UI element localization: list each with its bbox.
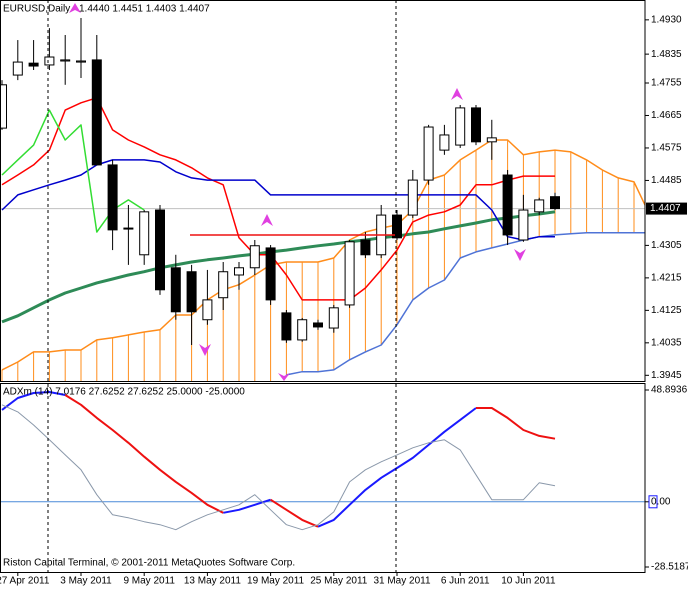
y-tick-box xyxy=(648,495,658,509)
candle-body xyxy=(313,322,323,328)
fractal-up xyxy=(261,214,273,226)
candle-body xyxy=(155,209,165,291)
x-tick-label: 25 May 2011 xyxy=(310,576,368,587)
candle-body xyxy=(455,107,466,146)
fractal-down xyxy=(199,344,211,356)
y-tick-label: 1.3945 xyxy=(651,370,682,381)
indicator-line xyxy=(1,109,145,233)
candle-body xyxy=(249,245,260,269)
candle-body xyxy=(486,137,497,143)
y-tick-label: 1.4035 xyxy=(651,337,682,348)
adx-line xyxy=(1,404,556,531)
x-tick-label: 31 May 2011 xyxy=(373,576,431,587)
candle-body xyxy=(28,62,39,67)
candle-body xyxy=(423,126,434,181)
candle-body xyxy=(76,60,86,63)
candle-body xyxy=(107,164,118,231)
x-tick-label: 27 Apr 2011 xyxy=(0,576,50,587)
candle-body xyxy=(202,299,213,321)
y-tick-label: 1.4835 xyxy=(651,49,682,60)
y-tick-label: 1.4755 xyxy=(651,78,682,89)
y-tick-label: 1.4215 xyxy=(651,273,682,284)
candle-body xyxy=(0,84,7,129)
indicator-line xyxy=(1,210,556,324)
candle-body xyxy=(44,56,55,66)
y-tick-label: 1.4125 xyxy=(651,305,682,316)
senkou-span-b xyxy=(286,232,645,376)
price-tag-label: 1.4407 xyxy=(650,203,681,214)
x-tick-label: 6 Jun 2011 xyxy=(441,576,490,587)
candle-body xyxy=(328,307,339,329)
x-tick-label: 13 May 2011 xyxy=(184,576,242,587)
y-tick-label: 1.4930 xyxy=(651,14,682,25)
title-arrow xyxy=(69,3,81,13)
y-tick-label: -28.5187 xyxy=(651,562,688,573)
x-tick-label: 10 Jun 2011 xyxy=(501,576,556,587)
price-pane-frame xyxy=(0,0,646,382)
candle-body xyxy=(218,271,229,299)
candle-body xyxy=(12,61,23,76)
y-tick-label: 0.00 xyxy=(651,496,671,507)
candle-body xyxy=(170,267,181,313)
y-tick-label: 1.4575 xyxy=(651,143,682,154)
x-tick-label: 19 May 2011 xyxy=(247,576,305,587)
indicator-line xyxy=(1,159,555,241)
candle-body xyxy=(297,319,308,341)
y-tick-label: 1.4485 xyxy=(651,175,682,186)
indicator-title: ADXm (14) 7.0176 27.6252 27.6252 25.0000… xyxy=(3,387,245,398)
x-tick-label: 9 May 2011 xyxy=(123,576,175,587)
fractal-down xyxy=(278,373,290,381)
x-tick-label: 3 May 2011 xyxy=(60,576,112,587)
chart-title: EURUSD,Daily xyxy=(3,4,70,15)
candle-body xyxy=(534,199,545,213)
senkou-span-a xyxy=(1,139,645,371)
candle-body xyxy=(344,241,355,306)
candle-body xyxy=(91,59,102,166)
fractal-down xyxy=(514,249,526,261)
candle-body xyxy=(502,174,513,236)
candle-body xyxy=(234,267,244,276)
y-tick-label: 1.4665 xyxy=(651,110,682,121)
y-tick-label: 48.8936 xyxy=(651,385,688,396)
price-tag xyxy=(646,202,687,215)
candle-body xyxy=(471,107,481,143)
candle-body xyxy=(439,134,450,151)
candle-body xyxy=(265,247,276,301)
candle-body xyxy=(360,239,371,256)
candle-body xyxy=(550,196,560,210)
chart-info: 1.4440 1.4451 1.4403 1.4407 xyxy=(79,4,210,15)
candle-body xyxy=(281,312,292,341)
fractal-up xyxy=(451,88,463,100)
candle-body xyxy=(186,271,197,313)
candle-body xyxy=(123,227,134,230)
candle-body xyxy=(60,59,71,62)
footer: Riston Capital Terminal, © 2001-2011 Met… xyxy=(3,558,295,569)
adx-line xyxy=(64,394,556,528)
adx-pane-frame xyxy=(0,383,646,573)
candle-body xyxy=(518,209,529,241)
candle-body xyxy=(139,211,150,256)
adx-pane xyxy=(0,391,645,531)
price-pane xyxy=(0,18,645,381)
candle-body xyxy=(392,214,402,239)
candle-body xyxy=(407,179,418,216)
y-tick-label: 1.4305 xyxy=(651,240,682,251)
